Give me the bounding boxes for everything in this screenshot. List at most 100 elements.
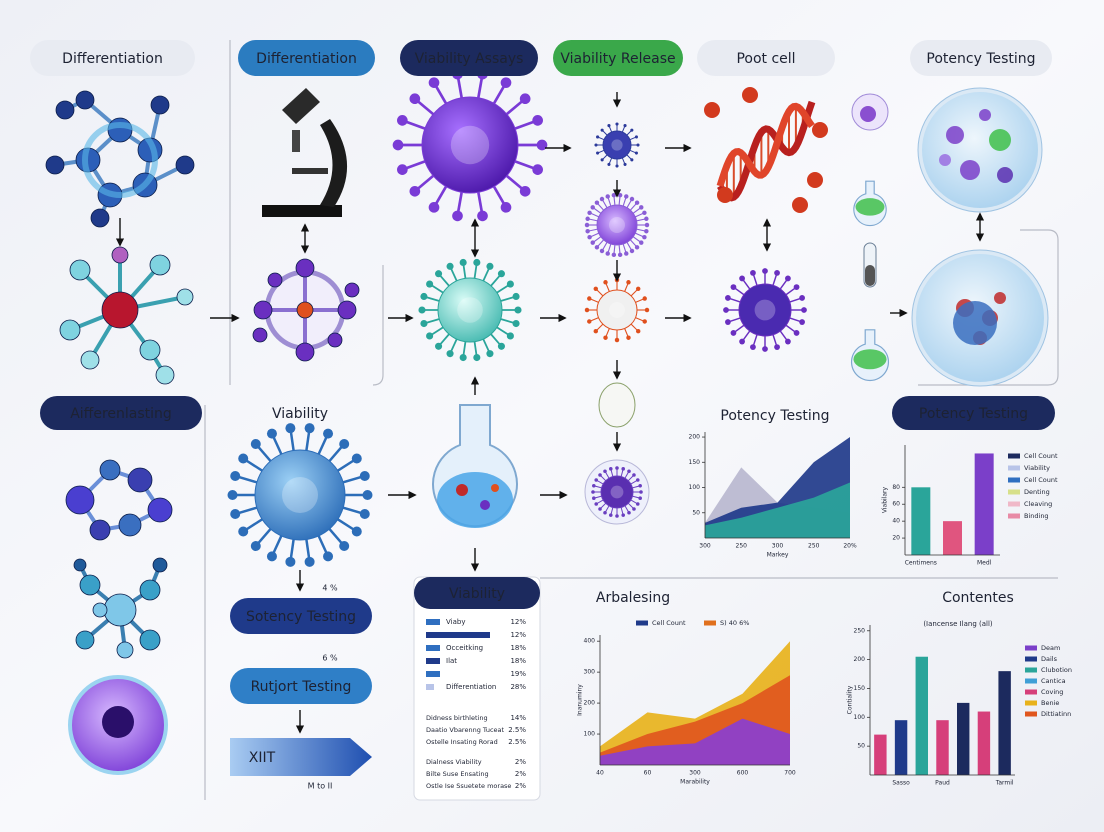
legend-label: Dails <box>1041 655 1058 663</box>
spike-knob <box>594 245 600 250</box>
label-text: Sotency Testing <box>246 609 356 625</box>
spike-knob <box>446 350 454 358</box>
row-value: 12% <box>510 631 526 639</box>
spike-knob <box>598 507 602 511</box>
cell-illustration <box>584 192 650 258</box>
chart-title: Arbalesing <box>596 590 670 606</box>
spike-knob <box>519 185 531 197</box>
label-pill <box>892 396 1055 430</box>
nucleus <box>754 299 776 321</box>
spike-knob <box>639 490 643 494</box>
spike-knob <box>642 296 647 301</box>
label-text: Differentiation <box>256 51 357 67</box>
spike-knob <box>227 490 238 500</box>
dish-colony <box>979 109 991 121</box>
legend-label: Cantica <box>1041 677 1066 685</box>
label-pill <box>553 40 683 76</box>
spike-knob <box>593 328 599 334</box>
row-value: 28% <box>510 683 526 691</box>
bar <box>894 720 908 775</box>
arrow-banner <box>230 738 372 776</box>
cell-illustration <box>591 466 643 518</box>
frame-lines <box>204 40 1059 800</box>
legend-label: Benie <box>1041 699 1059 707</box>
label-text: Poot cell <box>736 51 795 67</box>
spike-knob <box>587 296 592 301</box>
row-bar <box>426 658 440 664</box>
spike-knob <box>594 502 598 506</box>
atom <box>92 602 108 618</box>
dna-knob <box>717 187 733 203</box>
atom <box>155 365 175 385</box>
atom <box>253 300 273 320</box>
spike-knob <box>392 139 404 151</box>
legend-label: Deam <box>1041 644 1060 652</box>
petri-dish <box>917 87 1043 213</box>
bar <box>911 487 931 555</box>
spike-knob <box>762 346 768 352</box>
spike-knob <box>266 428 277 439</box>
label-pill <box>230 598 372 634</box>
microscope-lens <box>292 130 300 152</box>
x-tick-label: 300 <box>689 770 701 777</box>
spike-knob <box>611 252 617 258</box>
legend-swatch <box>1025 689 1037 695</box>
atom <box>103 593 137 627</box>
spike-knob <box>605 194 610 199</box>
spike-knob <box>799 319 805 325</box>
spike-knob <box>617 192 623 198</box>
spike-knob <box>238 526 249 537</box>
flask-illustration <box>850 329 890 382</box>
cell-body <box>602 130 632 160</box>
x-tick-label: 20% <box>843 543 857 550</box>
spike-knob <box>626 335 631 340</box>
spike-knob <box>638 496 642 500</box>
chart-title: Contentes <box>942 590 1014 606</box>
label-text: Potency Testing <box>919 406 1028 422</box>
legend-swatch <box>1008 489 1020 495</box>
atom <box>111 246 129 264</box>
dish-colony <box>960 160 980 180</box>
cell-body <box>596 289 638 331</box>
x-axis-label: Markey <box>767 552 789 559</box>
atom <box>149 254 171 276</box>
spike-knob <box>642 319 647 324</box>
y-tick-label: 400 <box>584 638 596 645</box>
spike-knob <box>642 210 647 216</box>
row-bar <box>426 671 440 677</box>
spike-knob <box>304 423 315 434</box>
dish-colony <box>946 126 964 144</box>
label-text: Potency Testing <box>720 408 829 424</box>
label-pill <box>40 396 202 430</box>
spike-knob <box>639 240 644 245</box>
spike-knob <box>420 292 428 301</box>
vial-bubble-core <box>860 106 876 122</box>
spike-knob <box>409 185 421 197</box>
spike-knob <box>623 124 627 128</box>
legend-swatch <box>1008 477 1020 483</box>
y-tick-label: 50 <box>692 509 700 516</box>
spike-knob <box>636 143 640 147</box>
spike-knob <box>630 128 634 132</box>
spike-knob <box>426 332 434 340</box>
microscope-tube <box>282 88 320 124</box>
x-tick-label: 300 <box>772 543 784 550</box>
label-text: Viability <box>449 586 505 602</box>
spike-knob <box>285 423 296 434</box>
dna-knob <box>742 87 758 103</box>
dish-colony <box>953 301 997 345</box>
atom <box>107 117 133 143</box>
spike-knob <box>397 115 408 126</box>
legend-label: Clubotion <box>1041 666 1072 674</box>
spike-knob <box>500 77 512 88</box>
spike-knob <box>793 330 800 336</box>
legend-swatch <box>1008 513 1020 519</box>
y-axis-label: Inanuminy <box>577 684 584 716</box>
spike-knob <box>594 200 600 205</box>
cell-illustration <box>392 68 548 222</box>
legend-label: Viability <box>1024 464 1050 472</box>
petri-dish <box>911 249 1049 387</box>
spike-knob <box>486 350 494 358</box>
area <box>705 482 850 538</box>
y-tick-label: 50 <box>857 743 865 750</box>
